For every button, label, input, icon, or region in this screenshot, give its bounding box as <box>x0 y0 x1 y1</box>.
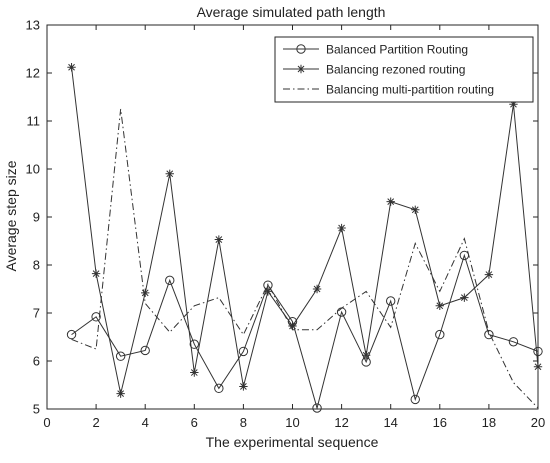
y-tick-label: 11 <box>27 114 41 129</box>
series-1 <box>66 250 543 413</box>
data-point <box>263 287 273 296</box>
x-axis-label: The experimental sequence <box>206 434 379 450</box>
x-tick-label: 14 <box>383 415 397 430</box>
y-tick-label: 8 <box>33 258 40 273</box>
data-point <box>165 275 175 286</box>
data-point <box>337 223 346 233</box>
x-tick-label: 10 <box>285 415 299 430</box>
x-tick-label: 4 <box>142 415 149 430</box>
y-tick-label: 6 <box>33 354 40 369</box>
data-point <box>484 270 494 279</box>
data-point <box>189 339 200 349</box>
data-point <box>239 382 248 391</box>
legend-entry: Balancing multi-partition routing <box>326 83 494 97</box>
y-axis: 5 6 7 8 9 10 11 12 13 <box>26 18 538 417</box>
data-point <box>296 44 306 54</box>
series-line <box>71 108 539 409</box>
data-point <box>312 284 322 294</box>
y-axis-label: Average step size <box>3 160 19 271</box>
series-line <box>71 67 539 394</box>
y-tick-label: 7 <box>33 306 40 321</box>
series-3 <box>71 108 539 409</box>
data-point <box>91 269 101 278</box>
data-point <box>361 351 371 360</box>
data-point <box>410 394 420 405</box>
data-point <box>238 346 249 357</box>
x-axis: 0 2 4 6 8 10 12 14 16 18 20 <box>43 25 545 430</box>
series-layer <box>66 63 543 413</box>
data-point <box>165 169 174 178</box>
x-tick-label: 12 <box>334 415 348 430</box>
data-point <box>214 383 224 394</box>
data-point <box>116 389 125 398</box>
x-tick-label: 18 <box>482 415 496 430</box>
data-point <box>214 235 224 244</box>
data-point <box>288 321 297 331</box>
x-tick-label: 6 <box>191 415 198 430</box>
x-tick-label: 8 <box>240 415 247 430</box>
data-point <box>533 362 543 371</box>
data-point <box>141 288 150 298</box>
data-point <box>140 345 150 356</box>
data-point <box>460 293 469 302</box>
data-point <box>386 197 395 206</box>
data-point <box>484 329 494 340</box>
data-point <box>533 346 543 357</box>
data-point <box>435 301 444 310</box>
data-point <box>411 205 420 214</box>
y-tick-label: 5 <box>33 402 40 417</box>
x-tick-label: 0 <box>43 415 50 430</box>
data-point <box>508 337 519 347</box>
series-line <box>71 253 539 410</box>
y-tick-label: 9 <box>33 210 40 225</box>
chart-title: Average simulated path length <box>197 4 386 20</box>
y-tick-label: 10 <box>26 162 40 177</box>
data-point <box>91 312 101 322</box>
legend: Balanced Partition Routing Balancing rezo… <box>274 36 534 103</box>
x-tick-label: 2 <box>92 415 99 430</box>
data-point <box>435 329 445 340</box>
data-point <box>115 351 126 361</box>
x-tick-label: 20 <box>531 415 545 430</box>
x-tick-label: 16 <box>433 415 447 430</box>
data-point <box>67 63 76 72</box>
data-point <box>509 100 518 109</box>
y-tick-label: 12 <box>26 66 40 81</box>
data-point <box>296 64 306 74</box>
legend-entry: Balanced Partition Routing <box>326 43 468 57</box>
data-point <box>386 296 396 306</box>
series-2 <box>67 63 543 398</box>
legend-entry: Balancing rezoned routing <box>326 63 465 77</box>
data-point <box>312 403 322 413</box>
y-tick-label: 13 <box>26 18 40 33</box>
data-point <box>190 368 199 377</box>
data-point <box>66 329 77 340</box>
